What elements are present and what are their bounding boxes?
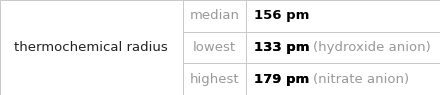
Text: 156 pm: 156 pm: [254, 9, 310, 22]
Text: median: median: [190, 9, 239, 22]
Text: 133 pm: 133 pm: [254, 41, 310, 54]
Text: thermochemical radius: thermochemical radius: [15, 41, 168, 54]
Text: (hydroxide anion): (hydroxide anion): [313, 41, 431, 54]
Text: 133 pm: 133 pm: [254, 41, 310, 54]
Text: 179 pm: 179 pm: [254, 73, 310, 86]
Text: lowest: lowest: [193, 41, 236, 54]
Text: (nitrate anion): (nitrate anion): [313, 73, 409, 86]
Text: 179 pm: 179 pm: [254, 73, 310, 86]
Text: highest: highest: [190, 73, 239, 86]
